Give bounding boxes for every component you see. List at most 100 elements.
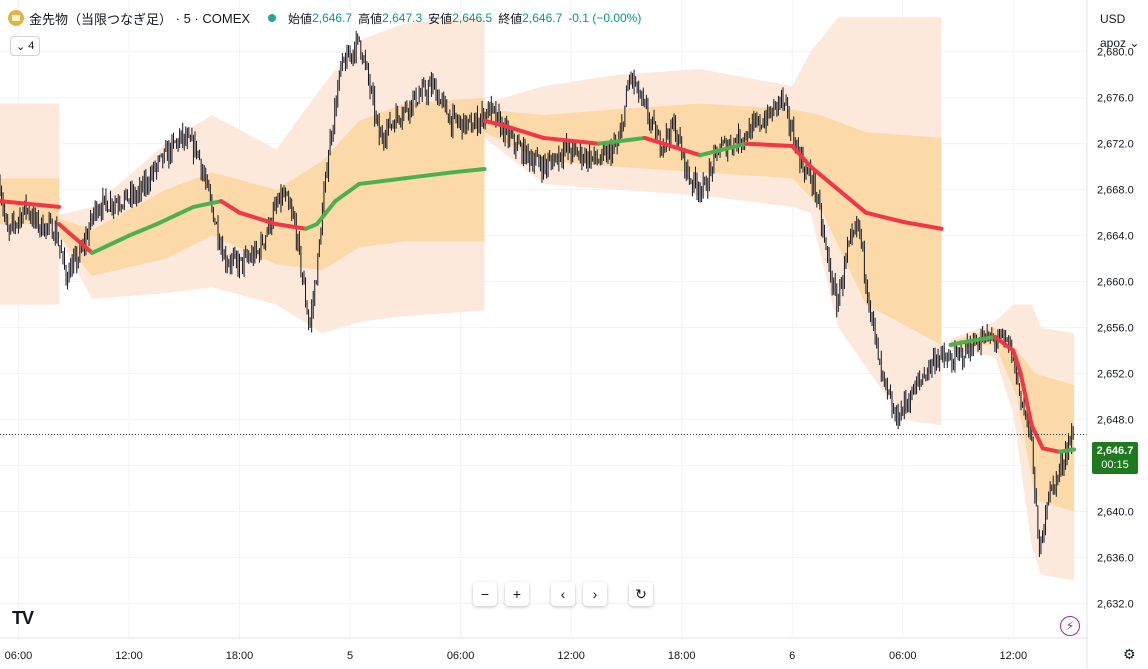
vwap-segment [333,181,362,204]
price-tick-label: 2,672.0 [1097,139,1134,151]
vwap-segment [357,176,408,186]
ohlc-high-label: 高値 [358,11,383,26]
ohlc-open-label: 始値 [288,11,313,26]
ohlc-high-value: 2,647.3 [382,11,423,25]
band-inner [0,178,59,225]
vwap-segment [449,166,487,175]
vwap-segment [642,135,703,158]
ohlc-low-value: 2,646.5 [452,11,493,25]
price-tick-label: 2,660.0 [1097,277,1134,289]
band-outer [950,304,1075,581]
market-status-icon[interactable] [268,14,277,22]
currency-button[interactable]: USD [1096,8,1140,30]
price-tick-label: 2,656.0 [1097,323,1134,335]
symbol-name[interactable]: 金先物（当限つなぎ足） [29,11,173,27]
time-tick-label: 18:00 [226,650,254,662]
scale-mode-button[interactable]: apoz ⌄ [1096,32,1140,54]
vwap-segment [154,204,196,227]
vwap-segment [1018,371,1034,428]
price-tick-label: 2,652.0 [1097,369,1134,381]
vwap-segment [0,199,61,209]
vwap-segment [965,337,984,344]
vwap-segment [403,170,454,181]
vwap-segment [979,334,997,342]
vwap-segment [948,339,970,347]
last-price-tag: 2,646.7 00:15 [1092,442,1138,474]
vwap-segment [808,164,841,192]
vwap-segment [314,199,338,227]
chevron-down-icon: ⌄ [16,40,29,53]
band-inner [59,97,485,276]
vwap-segment [1011,348,1023,376]
scroll-left-button[interactable]: ‹ [551,582,575,606]
time-tick-label: 12:00 [557,650,585,662]
price-tick-label: 2,636.0 [1097,553,1134,565]
vwap-segment [126,222,159,238]
interval[interactable]: 5 [183,10,191,26]
price-axis: 2,632.02,636.02,640.02,644.02,648.02,652… [1097,47,1134,611]
ohlc-close-value: 2,646.7 [522,11,563,25]
time-tick-label: 18:00 [668,650,696,662]
indicators-toggle-button[interactable]: ⌄ 4 [10,36,41,56]
vwap-segment [56,222,95,255]
vwap-segment [237,210,279,227]
price-tick-label: 2,668.0 [1097,185,1134,197]
vwap-segment [219,199,242,215]
price-tick-label: 2,664.0 [1097,231,1134,243]
vwap-segment [274,222,308,231]
countdown-value: 00:15 [1101,459,1129,471]
vwap-segment [698,141,749,158]
vwap-segment [900,219,944,231]
vwap-segment [1040,446,1062,454]
vwap-segment [744,141,795,148]
chart-navigation-toolbar: − + ‹ › ↻ [473,582,653,606]
time-tick-label: 12:00 [115,650,143,662]
vwap-segment [790,143,813,169]
ohlc-low-label: 安値 [428,11,453,26]
time-tick-label: 06:00 [5,650,33,662]
reset-chart-button[interactable]: ↻ [629,582,653,606]
last-price-value: 2,646.7 [1096,445,1134,457]
vwap-segment [863,210,905,224]
vwap-layer [0,118,1077,454]
band-inner-layer [0,97,1075,512]
currency-label: USD [1100,12,1126,26]
indicator-count: 4 [28,40,35,52]
time-tick-label: 06:00 [889,650,917,662]
band-inner [950,327,1075,512]
vwap-segment [596,135,647,146]
ohlc-open-value: 2,646.7 [312,11,353,25]
exchange: COMEX [202,10,251,26]
vwap-segment [1057,447,1077,454]
ohlc-close-label: 終値 [498,11,523,26]
vwap-segment [541,135,601,146]
gear-icon[interactable]: ⚙ [1123,646,1136,662]
candles-layer [0,30,1074,558]
tradingview-logo[interactable]: TV [12,608,34,628]
vwap-segment [504,124,546,140]
time-tick-label: 6 [789,650,795,662]
vwap-segment [90,233,131,255]
time-axis: 06:00 12:00 18:00 5 06:00 12:00 18:00 6 06:00 12:… [5,650,1027,662]
band-inner [484,103,942,345]
lightning-icon[interactable]: ⚡ [1060,616,1080,636]
price-tick-label: 2,676.0 [1097,93,1134,105]
chart-header: 金先物（当限つなぎ足） · 5 · COMEX 始値 2,646.7 高値 2,64… [8,6,647,30]
vwap-segment [992,334,1016,353]
price-tick-label: 2,680.0 [1097,47,1134,59]
vwap-segment [191,199,224,209]
price-tick-label: 2,632.0 [1097,599,1134,611]
vwap-segment [482,118,509,129]
time-tick-label: 06:00 [447,650,475,662]
price-tick-label: 2,648.0 [1097,415,1134,427]
scale-mode-label: apoz [1100,36,1127,50]
zoom-in-button[interactable]: + [505,582,529,606]
vwap-segment [1029,423,1045,451]
chevron-down-icon: ⌄ [1129,36,1140,50]
price-tick-label: 2,640.0 [1097,507,1134,519]
zoom-out-button[interactable]: − [473,582,497,606]
scroll-right-button[interactable]: › [583,582,607,606]
time-tick-label: 12:00 [1000,650,1028,662]
vwap-segment [836,187,868,215]
